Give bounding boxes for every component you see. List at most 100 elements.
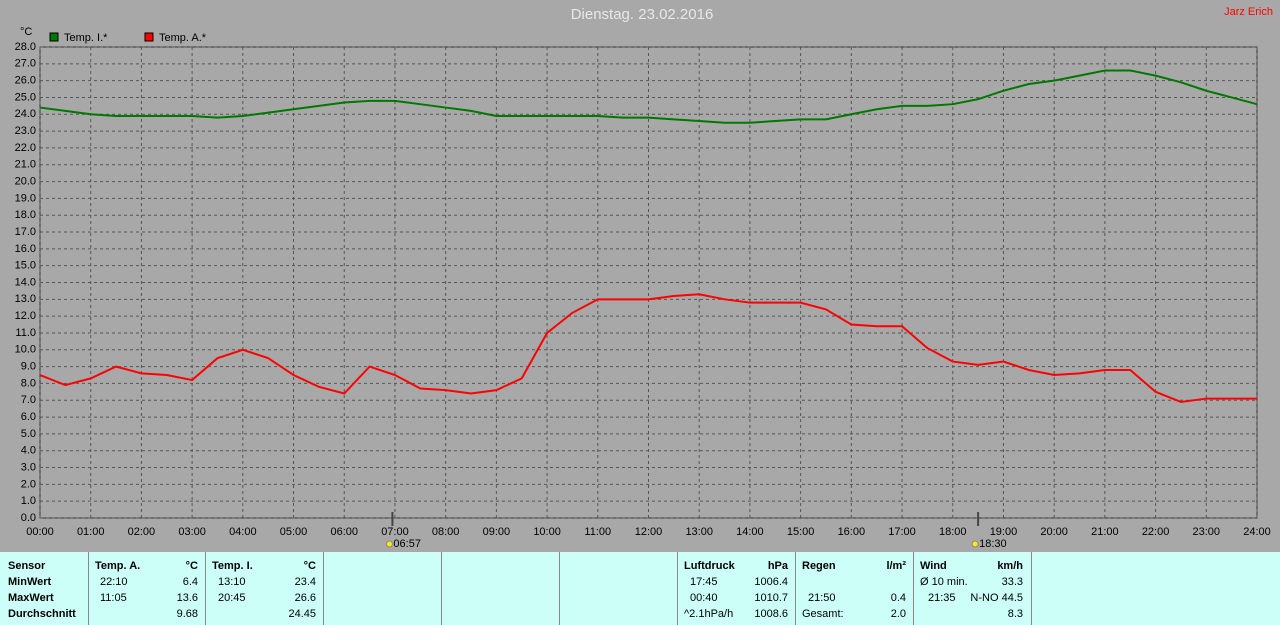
- time: 20:45: [218, 592, 246, 604]
- unit: °C: [303, 560, 316, 572]
- value: 26.6: [294, 592, 316, 604]
- time: 11:05: [100, 592, 127, 604]
- separator: [323, 552, 324, 625]
- separator: [795, 552, 796, 625]
- y-tick-label: 18.0: [15, 209, 36, 221]
- time: 13:10: [218, 576, 246, 588]
- y-tick-label: 9.0: [21, 361, 36, 373]
- x-tick-label: 19:00: [990, 526, 1018, 538]
- separator: [913, 552, 914, 625]
- x-tick-label: 24:00: [1243, 526, 1271, 538]
- legend-label: Temp. I.*: [64, 32, 108, 44]
- y-tick-label: 5.0: [21, 428, 36, 440]
- x-tick-label: 10:00: [533, 526, 561, 538]
- y-tick-label: 27.0: [15, 58, 36, 70]
- x-tick-label: 13:00: [685, 526, 713, 538]
- x-tick-label: 05:00: [280, 526, 308, 538]
- value: 33.3: [1001, 576, 1023, 588]
- y-tick-label: 11.0: [15, 327, 36, 339]
- separator: [1031, 552, 1032, 625]
- y-tick-label: 10.0: [15, 344, 36, 356]
- y-tick-label: 8.0: [21, 377, 36, 389]
- sun-icon: [971, 540, 979, 548]
- series-line: [39, 69, 1258, 124]
- x-tick-label: 14:00: [736, 526, 764, 538]
- value: 0.4: [890, 592, 906, 604]
- x-tick-label: 01:00: [77, 526, 105, 538]
- time: 17:45: [690, 576, 718, 588]
- x-tick-label: 15:00: [787, 526, 815, 538]
- legend-label: Temp. A.*: [159, 32, 207, 44]
- value: 8.3: [1007, 608, 1023, 620]
- y-tick-label: 28.0: [15, 41, 36, 53]
- value: 1006.4: [754, 576, 788, 588]
- legend-swatch: [49, 32, 59, 42]
- x-tick-label: 03:00: [178, 526, 206, 538]
- row-label: MinWert: [8, 576, 52, 588]
- separator: [441, 552, 442, 625]
- unit: hPa: [767, 560, 788, 572]
- chart: Dienstag. 23.02.2016 Jarz Erich °C 0.0 1.…: [15, 6, 1273, 550]
- x-tick-label: 21:00: [1091, 526, 1119, 538]
- y-tick-label: 12.0: [15, 310, 36, 322]
- value: 9.68: [176, 608, 198, 620]
- x-tick-label: 07:00: [381, 526, 409, 538]
- y-tick-label: 17.0: [15, 226, 36, 238]
- sun-label: 06:57: [393, 538, 421, 550]
- stats-panel: Sensor MinWert MaxWert Durchschnitt Temp…: [0, 552, 1280, 625]
- time: Ø 10 min.: [920, 576, 968, 588]
- unit: l/m²: [886, 560, 906, 572]
- x-tick-label: 12:00: [635, 526, 663, 538]
- series-line: [39, 293, 1257, 403]
- header: Wind: [920, 560, 947, 572]
- x-tick-label: 02:00: [128, 526, 156, 538]
- separator: [88, 552, 89, 625]
- y-tick-label: 25.0: [15, 91, 36, 103]
- value: 13.6: [176, 592, 198, 604]
- x-tick-label: 06:00: [330, 526, 358, 538]
- x-tick-label: 17:00: [888, 526, 916, 538]
- chart-title: Dienstag. 23.02.2016: [571, 6, 714, 23]
- time: 22:10: [100, 576, 128, 588]
- unit: °C: [185, 560, 198, 572]
- value: 1010.7: [754, 592, 788, 604]
- y-tick-label: 14.0: [15, 276, 36, 288]
- x-tick-label: 16:00: [838, 526, 866, 538]
- value: N-NO 44.5: [970, 592, 1023, 604]
- header: Temp. A.: [95, 560, 141, 572]
- time: 21:35: [928, 592, 956, 604]
- y-tick-label: 2.0: [21, 478, 36, 490]
- row-label: MaxWert: [8, 592, 54, 604]
- sun-label: 18:30: [979, 538, 1007, 550]
- y-tick-label: 15.0: [15, 260, 36, 272]
- x-tick-label: 18:00: [939, 526, 967, 538]
- x-tick-label: 23:00: [1193, 526, 1221, 538]
- y-tick-label: 24.0: [15, 108, 36, 120]
- value: 1008.6: [754, 608, 788, 620]
- y-tick-label: 20.0: [15, 175, 36, 187]
- header: Temp. I.: [212, 560, 253, 572]
- value: 2.0: [890, 608, 906, 620]
- y-tick-label: 6.0: [21, 411, 36, 423]
- sun-icon: [385, 540, 393, 548]
- y-unit: °C: [20, 26, 32, 38]
- value: 24.45: [288, 608, 316, 620]
- legend-swatch: [144, 32, 154, 42]
- row-label: Durchschnitt: [8, 608, 76, 620]
- y-tick-label: 4.0: [21, 445, 36, 457]
- y-tick-label: 16.0: [15, 243, 36, 255]
- x-tick-label: 00:00: [26, 526, 54, 538]
- time: ^2.1hPa/h: [684, 608, 734, 620]
- y-tick-label: 26.0: [15, 75, 36, 87]
- y-tick-label: 0.0: [21, 512, 36, 524]
- y-tick-label: 21.0: [15, 159, 36, 171]
- separator: [559, 552, 560, 625]
- header: Regen: [802, 560, 836, 572]
- time: Gesamt:: [802, 608, 844, 620]
- x-tick-label: 22:00: [1142, 526, 1170, 538]
- separator: [677, 552, 678, 625]
- header: Luftdruck: [684, 560, 735, 572]
- x-tick-label: 04:00: [229, 526, 257, 538]
- separator: [205, 552, 206, 625]
